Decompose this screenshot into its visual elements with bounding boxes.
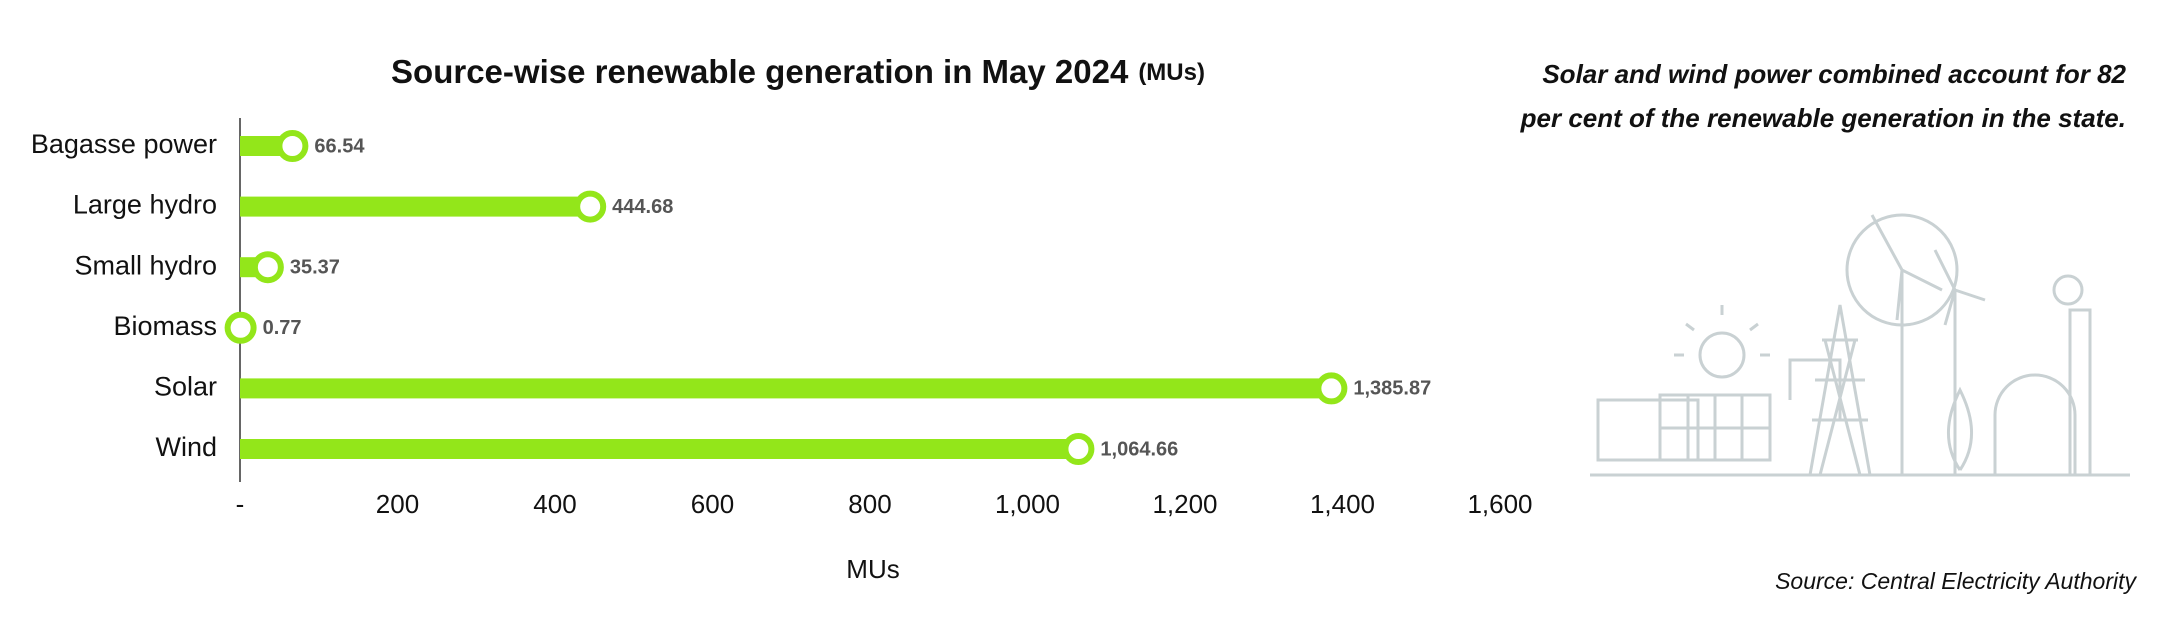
y-tick-label: Biomass — [113, 311, 217, 341]
value-label: 0.77 — [263, 317, 302, 339]
annotation-line: per cent of the renewable generation in … — [1520, 103, 2126, 133]
annotation-line: Solar and wind power combined account fo… — [1542, 59, 2126, 89]
bar — [240, 378, 1332, 399]
y-tick-label: Solar — [154, 372, 217, 402]
value-label: 1,385.87 — [1353, 378, 1431, 400]
x-tick-label: - — [236, 489, 245, 519]
x-tick-label: 1,400 — [1310, 489, 1375, 519]
y-tick-label: Wind — [155, 432, 217, 462]
bar-end-marker — [1315, 372, 1348, 405]
chart-title: Source-wise renewable generation in May … — [391, 53, 1205, 90]
x-tick-label: 600 — [691, 489, 734, 519]
x-tick-label: 400 — [533, 489, 576, 519]
bar-end-marker — [574, 190, 607, 223]
x-tick-label: 800 — [848, 489, 891, 519]
x-axis-label: MUs — [846, 554, 899, 584]
value-label: 35.37 — [290, 256, 340, 278]
illustration — [1590, 213, 2130, 477]
value-label: 1,064.66 — [1100, 438, 1178, 460]
x-tick-label: 1,600 — [1467, 489, 1532, 519]
title-main: Source-wise renewable generation in May … — [391, 53, 1129, 90]
value-label: 444.68 — [612, 196, 673, 218]
x-tick-label: 1,000 — [995, 489, 1060, 519]
x-tick-label: 200 — [376, 489, 419, 519]
bar — [240, 196, 591, 217]
y-tick-label: Bagasse power — [31, 129, 217, 159]
title-unit: (MUs) — [1138, 59, 1205, 86]
bar-end-marker — [1062, 433, 1095, 465]
bar-end-marker — [224, 311, 257, 344]
y-tick-label: Large hydro — [73, 190, 217, 220]
bar-end-marker — [276, 130, 309, 162]
x-tick-label: 1,200 — [1152, 489, 1217, 519]
source: Source: Central Electricity Authority — [1775, 568, 2137, 594]
bar-end-marker — [251, 251, 284, 284]
bar — [240, 439, 1079, 459]
value-label: 66.54 — [314, 135, 365, 157]
y-tick-label: Small hydro — [74, 250, 217, 280]
